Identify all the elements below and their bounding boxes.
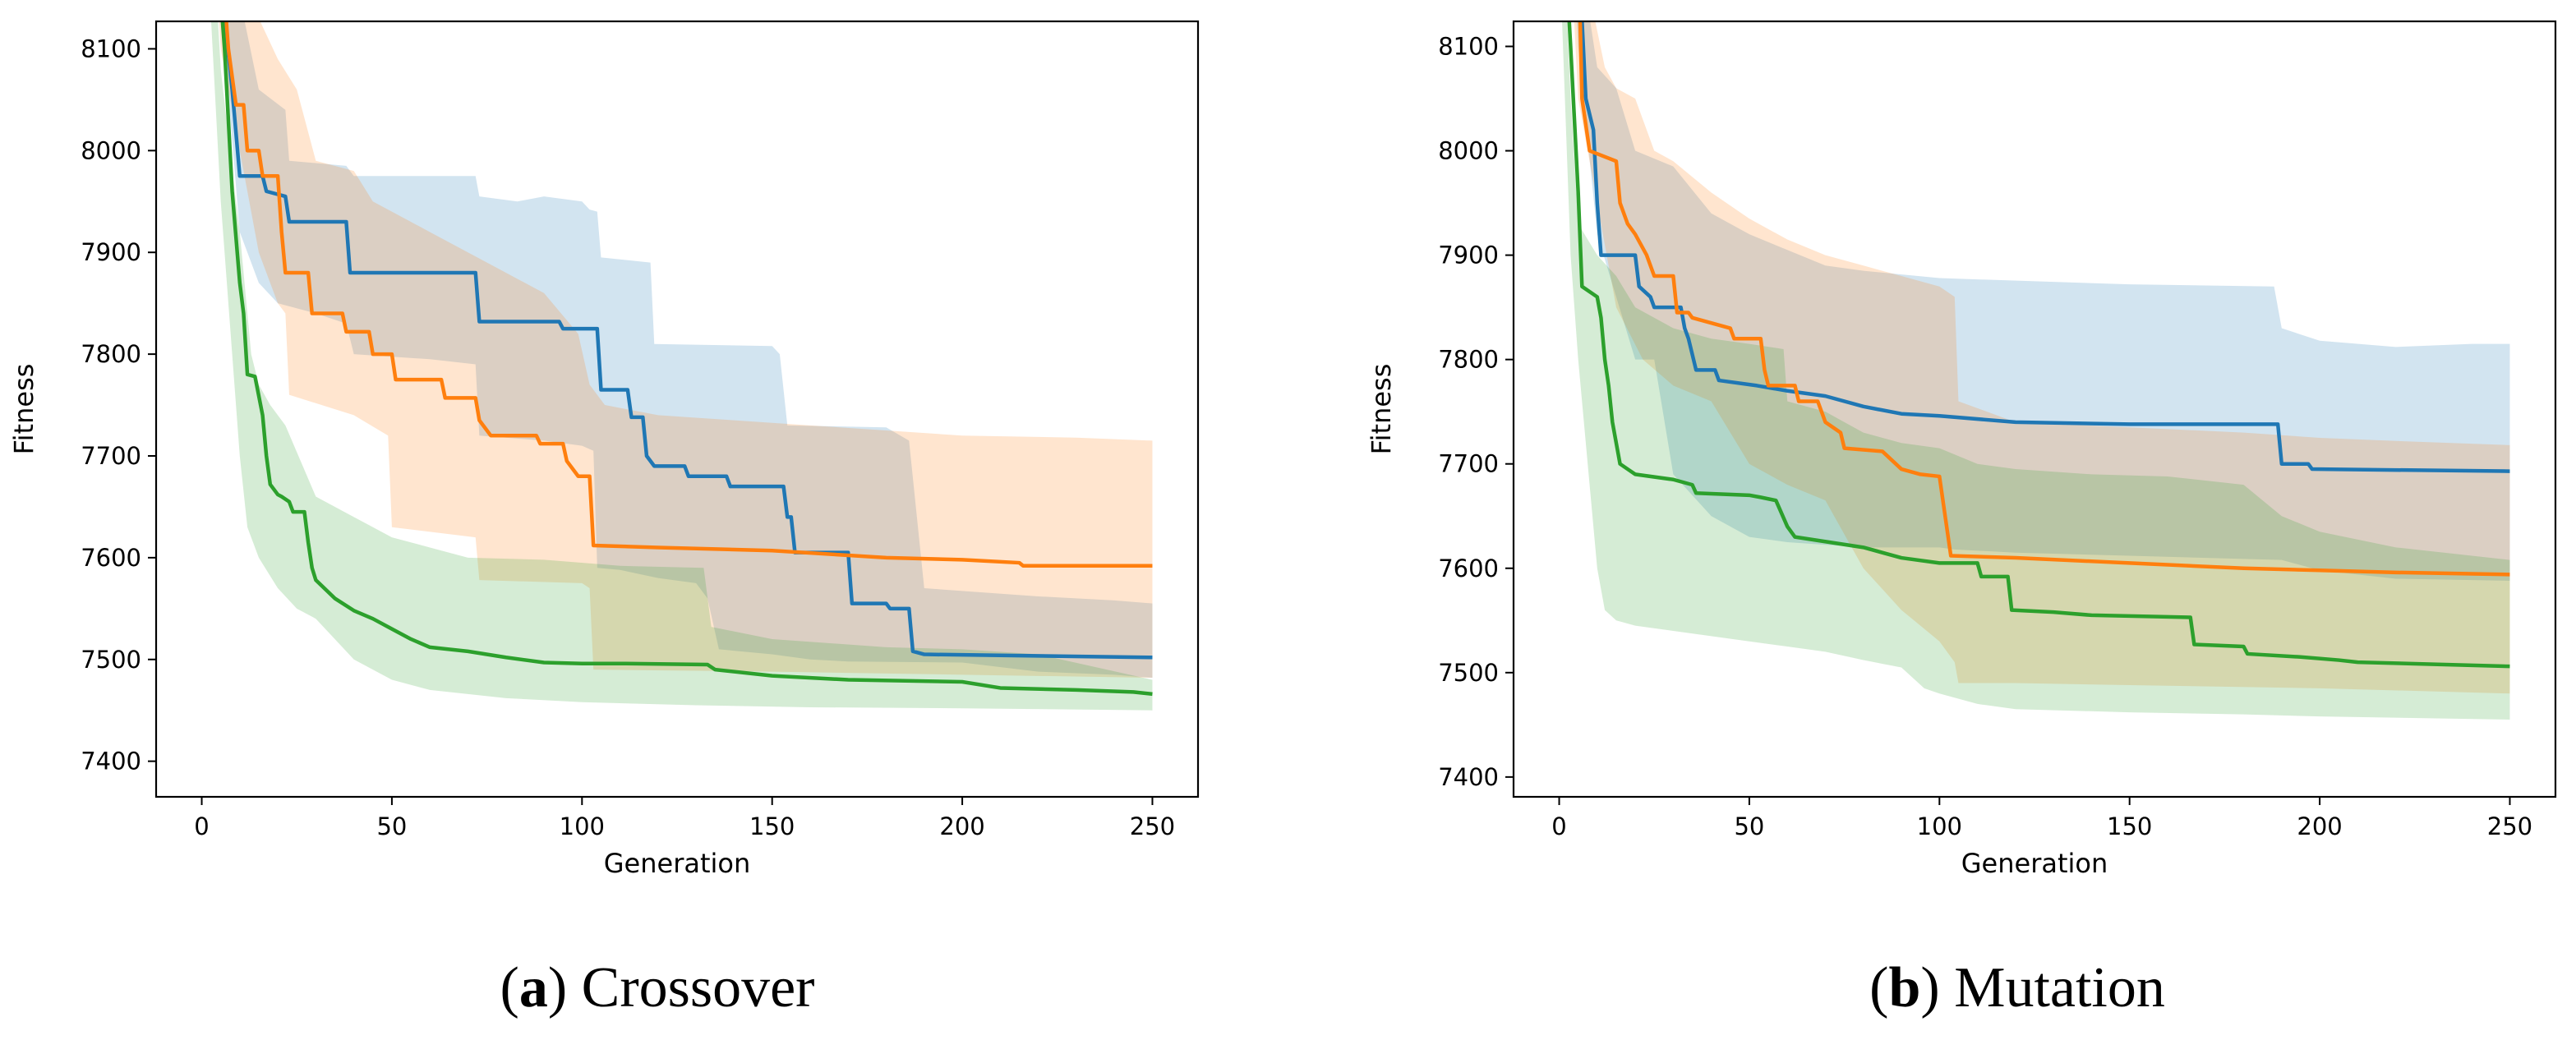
x-tick-label: 100	[560, 812, 605, 840]
line-orange	[1578, 21, 2510, 577]
x-tick-label: 100	[1917, 812, 1962, 840]
axes-frame	[1512, 20, 2557, 798]
plot-area	[210, 21, 1153, 711]
band-orange	[1574, 21, 2510, 694]
x-axis-label: Generation	[1961, 848, 2108, 879]
y-tick-label: 7900	[1438, 242, 1499, 269]
band-green	[210, 21, 1153, 711]
y-tick-label: 7800	[1438, 346, 1499, 374]
y-tick-label: 7400	[81, 748, 141, 775]
x-tick-label: 250	[1130, 812, 1175, 840]
x-tick-label: 50	[1734, 812, 1764, 840]
y-tick-label: 7600	[1438, 555, 1499, 582]
y-tick-label: 7800	[81, 340, 141, 368]
caption-letter-a: a	[519, 956, 548, 1019]
chart-panel-crossover: 0 50 100 150 200 250 7400 7500 7600 7700 7800 7900 8…	[8, 20, 1200, 879]
line-green	[1567, 21, 2510, 669]
y-tick-label: 7600	[81, 544, 141, 572]
caption-letter-b: b	[1888, 956, 1920, 1019]
x-axis-label: Generation	[604, 848, 751, 879]
band-blue	[1577, 21, 2510, 582]
band-blue	[222, 21, 1153, 679]
line-blue	[1580, 21, 2510, 473]
x-tick-label: 0	[1551, 812, 1566, 840]
x-tick-label: 250	[2487, 812, 2532, 840]
plot-area	[1562, 21, 2510, 720]
band-green	[1562, 21, 2510, 720]
line-orange	[224, 21, 1153, 568]
x-tick-label: 0	[194, 812, 209, 840]
caption-mutation: (b) Mutation	[1869, 956, 2165, 1019]
caption-text-a: Crossover	[582, 956, 815, 1019]
caption-text-b: Mutation	[1954, 956, 2165, 1019]
y-axis-label: Fitness	[8, 364, 39, 455]
y-axis-label: Fitness	[1366, 364, 1397, 455]
y-tick-label: 8100	[1438, 32, 1499, 60]
line-blue	[223, 21, 1153, 660]
y-tick-label: 8000	[1438, 137, 1499, 165]
y-tick-label: 7700	[1438, 450, 1499, 478]
x-tick-label: 150	[2107, 812, 2152, 840]
y-tick-label: 7500	[1438, 659, 1499, 687]
line-green	[220, 21, 1153, 697]
x-tick-label: 200	[939, 812, 984, 840]
band-orange	[219, 21, 1153, 679]
y-tick-label: 8100	[81, 35, 141, 62]
y-tick-label: 7700	[81, 442, 141, 470]
x-tick-label: 150	[749, 812, 795, 840]
y-tick-label: 8000	[81, 136, 141, 164]
caption-crossover: (a) Crossover	[500, 956, 815, 1019]
y-tick-label: 7500	[81, 646, 141, 674]
x-tick-label: 50	[376, 812, 407, 840]
y-tick-label: 7400	[1438, 763, 1499, 791]
chart-panel-mutation: 0 50 100 150 200 250 7400 7500 7600 7700 7800 7900 8…	[1366, 20, 2557, 879]
y-tick-label: 7900	[81, 238, 141, 266]
x-tick-label: 200	[2297, 812, 2342, 840]
axes-frame	[154, 20, 1200, 798]
